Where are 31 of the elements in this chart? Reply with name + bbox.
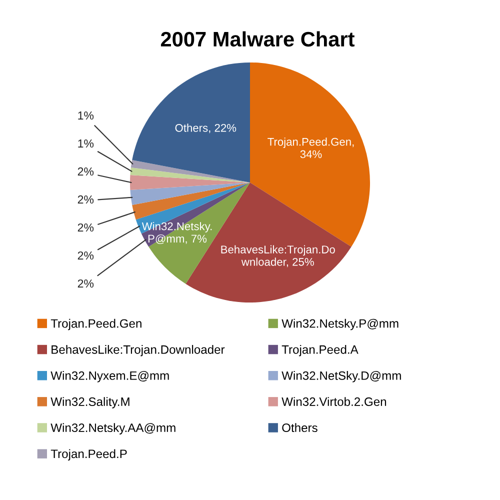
data-label: Win32.Netsky.P@mm, 7% xyxy=(142,222,212,244)
pie-slice xyxy=(141,182,250,247)
pie-slice xyxy=(130,182,250,205)
data-label: 2% xyxy=(78,223,94,232)
legend-label: Others xyxy=(282,423,318,432)
data-label: 2% xyxy=(78,279,94,288)
data-label: 1% xyxy=(78,111,94,120)
legend-label: Trojan.Peed.P xyxy=(50,449,127,461)
legend-label: Trojan.Peed.A xyxy=(282,344,358,356)
data-label: BehavesLike:Trojan.Downloader, 25% xyxy=(221,245,335,268)
data-label: 2% xyxy=(78,251,94,260)
pie-slice xyxy=(130,167,250,182)
data-label: 2% xyxy=(78,167,94,176)
data-label: Trojan.Peed.Gen, 34% xyxy=(268,138,354,158)
pie-slice xyxy=(136,182,250,234)
legend-label: Win32.Nyxem.E@mm xyxy=(50,371,169,382)
data-label: 2% xyxy=(78,195,94,204)
legend-label: Win32.Sality.M xyxy=(50,397,130,408)
legend-label: Win32.Netsky.P@mm xyxy=(282,318,398,330)
pie-slice xyxy=(132,62,250,182)
pie-slice xyxy=(132,182,250,220)
legend-label: Win32.NetSky.D@mm xyxy=(282,371,401,382)
pie-slice xyxy=(250,62,370,247)
data-label: 1% xyxy=(78,139,94,148)
data-label: Others, 22% xyxy=(175,124,236,134)
legend-label: Win32.Virtob.2.Gen xyxy=(282,397,386,406)
legend-label: BehavesLike:Trojan.Downloader xyxy=(52,344,225,356)
pie-slice xyxy=(130,160,250,182)
legend-label: Trojan.Peed.Gen xyxy=(50,318,142,330)
chart-title: 2007 Malware Chart xyxy=(160,31,355,47)
legend-label: Win32.Netsky.AA@mm xyxy=(50,423,176,434)
